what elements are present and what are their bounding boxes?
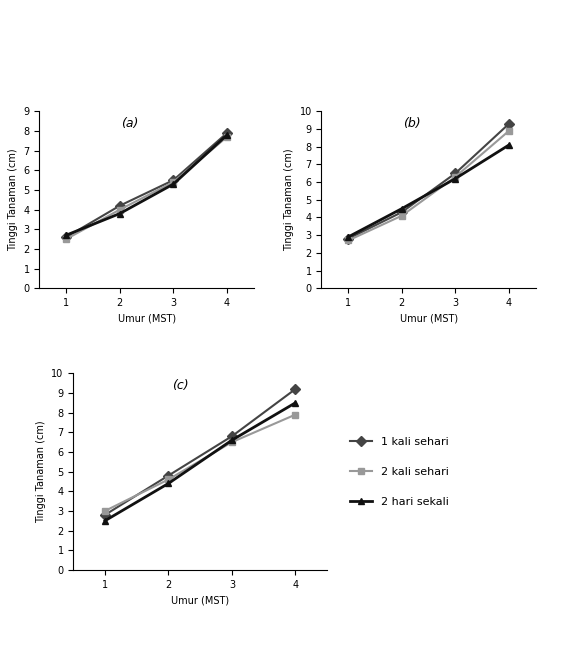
2 kali sehari bbox=[165, 476, 172, 483]
Line: 2 kali sehari: 2 kali sehari bbox=[102, 411, 299, 514]
2 kali sehari bbox=[398, 212, 405, 219]
2 kali sehari bbox=[292, 411, 299, 419]
1 kali sehari bbox=[63, 233, 70, 241]
1 kali sehari bbox=[228, 432, 235, 440]
2 kali sehari bbox=[345, 236, 351, 244]
1 kali sehari bbox=[292, 385, 299, 393]
Y-axis label: Tinggi Tanaman (cm): Tinggi Tanaman (cm) bbox=[284, 149, 294, 251]
Line: 2 hari sekali: 2 hari sekali bbox=[102, 400, 299, 524]
2 hari sekali bbox=[228, 436, 235, 444]
Line: 1 kali sehari: 1 kali sehari bbox=[63, 130, 231, 240]
X-axis label: Umur (MST): Umur (MST) bbox=[117, 314, 176, 324]
1 kali sehari bbox=[116, 202, 123, 210]
2 hari sekali bbox=[292, 399, 299, 407]
2 hari sekali bbox=[102, 517, 108, 525]
2 hari sekali bbox=[452, 175, 459, 183]
Text: (a): (a) bbox=[121, 117, 138, 130]
2 kali sehari bbox=[170, 178, 177, 186]
2 kali sehari bbox=[228, 438, 235, 446]
2 kali sehari bbox=[223, 133, 230, 141]
2 hari sekali bbox=[63, 231, 70, 239]
1 kali sehari bbox=[452, 169, 459, 177]
1 kali sehari bbox=[102, 511, 108, 519]
1 kali sehari bbox=[165, 472, 172, 479]
2 kali sehari bbox=[452, 173, 459, 181]
Line: 1 kali sehari: 1 kali sehari bbox=[345, 121, 513, 242]
2 kali sehari bbox=[505, 127, 512, 135]
1 kali sehari bbox=[345, 234, 351, 242]
2 hari sekali bbox=[345, 233, 351, 241]
X-axis label: Umur (MST): Umur (MST) bbox=[171, 595, 230, 605]
Text: (b): (b) bbox=[403, 117, 420, 130]
1 kali sehari bbox=[223, 129, 230, 137]
1 kali sehari bbox=[398, 208, 405, 216]
2 hari sekali bbox=[223, 131, 230, 139]
Line: 1 kali sehari: 1 kali sehari bbox=[102, 386, 299, 518]
2 hari sekali bbox=[505, 141, 512, 149]
Line: 2 kali sehari: 2 kali sehari bbox=[345, 127, 513, 244]
Text: (c): (c) bbox=[171, 379, 188, 392]
2 hari sekali bbox=[165, 479, 172, 487]
2 kali sehari bbox=[63, 235, 70, 243]
Line: 2 kali sehari: 2 kali sehari bbox=[63, 134, 231, 242]
Line: 2 hari sekali: 2 hari sekali bbox=[345, 141, 513, 240]
Y-axis label: Tinggi Tanaman (cm): Tinggi Tanaman (cm) bbox=[8, 149, 18, 251]
Legend: 1 kali sehari, 2 kali sehari, 2 hari sekali: 1 kali sehari, 2 kali sehari, 2 hari sek… bbox=[345, 432, 453, 511]
Line: 2 hari sekali: 2 hari sekali bbox=[63, 132, 231, 238]
2 kali sehari bbox=[102, 507, 108, 515]
Y-axis label: Tinggi Tanaman (cm): Tinggi Tanaman (cm) bbox=[36, 421, 46, 523]
X-axis label: Umur (MST): Umur (MST) bbox=[399, 314, 458, 324]
2 hari sekali bbox=[398, 204, 405, 212]
2 hari sekali bbox=[116, 210, 123, 217]
1 kali sehari bbox=[170, 176, 177, 184]
2 hari sekali bbox=[170, 180, 177, 188]
2 kali sehari bbox=[116, 206, 123, 214]
1 kali sehari bbox=[505, 120, 512, 128]
